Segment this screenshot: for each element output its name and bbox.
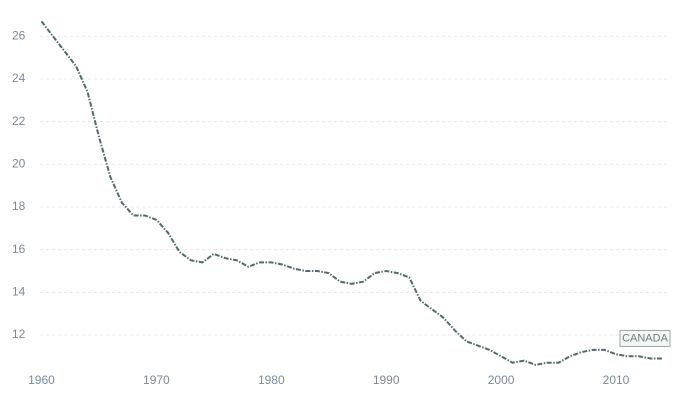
series-line bbox=[40, 20, 662, 366]
y-tick-label: 16 bbox=[12, 242, 26, 256]
y-tick-label: 20 bbox=[12, 156, 26, 170]
x-tick-label: 2000 bbox=[488, 373, 515, 387]
y-tick-label: 24 bbox=[12, 71, 26, 85]
x-tick-label: 1960 bbox=[28, 373, 55, 387]
y-tick-label: 26 bbox=[12, 28, 26, 42]
x-tick-label: 1980 bbox=[258, 373, 285, 387]
x-tick-label: 1970 bbox=[143, 373, 170, 387]
x-tick-label: 2010 bbox=[603, 373, 630, 387]
y-tick-label: 22 bbox=[12, 114, 26, 128]
label-box bbox=[619, 329, 671, 347]
y-tick-label: 14 bbox=[12, 284, 26, 298]
legend-label: CANADA bbox=[622, 332, 669, 344]
y-tick-label: 12 bbox=[12, 327, 26, 341]
series-label: CANADA bbox=[619, 329, 671, 347]
x-tick-label: 1990 bbox=[373, 373, 400, 387]
y-tick-label: 18 bbox=[12, 199, 26, 213]
